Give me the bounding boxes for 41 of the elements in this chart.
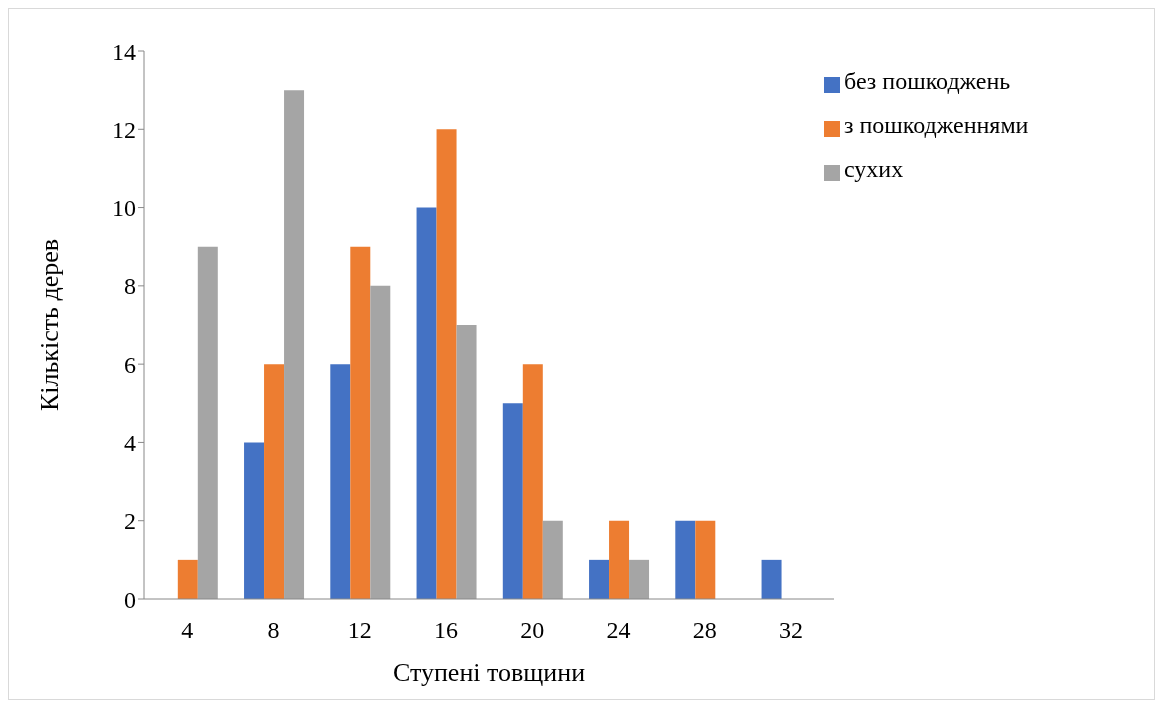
bar (284, 90, 305, 599)
y-tick-label: 8 (124, 273, 136, 300)
bar (522, 364, 543, 599)
y-tick-label: 6 (124, 351, 136, 378)
bar (244, 442, 265, 599)
bar (609, 520, 630, 599)
x-tick-label: 20 (520, 617, 545, 644)
bar (177, 559, 198, 599)
bar (416, 207, 437, 599)
y-tick-label: 4 (124, 429, 136, 456)
bar (589, 559, 610, 599)
bar (761, 559, 782, 599)
bar (629, 559, 650, 599)
y-tick-label: 14 (112, 38, 136, 65)
x-tick-label: 12 (347, 617, 372, 644)
bar (456, 325, 477, 599)
bar (370, 285, 391, 599)
y-tick-label: 2 (124, 508, 136, 535)
y-tick-label: 12 (112, 116, 136, 143)
y-tick-label: 10 (112, 195, 136, 222)
x-tick-label: 8 (267, 617, 280, 644)
bar (197, 246, 218, 599)
bar (542, 520, 563, 599)
x-tick-label: 4 (181, 617, 194, 644)
y-axis-title: Кількість дерев (35, 238, 65, 412)
bar (330, 364, 351, 599)
x-axis-title: Ступені товщини (392, 658, 586, 687)
x-tick-label: 32 (778, 617, 803, 644)
bar (436, 129, 457, 599)
x-tick-label: 28 (692, 617, 717, 644)
bar (502, 403, 523, 599)
legend-label: без пошкоджень (844, 68, 1011, 94)
legend-label: з пошкодженнями (844, 112, 1029, 138)
x-tick-label: 16 (433, 617, 458, 644)
bar (350, 246, 371, 599)
bar (695, 520, 716, 599)
bar (264, 364, 285, 599)
legend-label: сухих (844, 156, 904, 182)
x-tick-label: 24 (606, 617, 631, 644)
bar (675, 520, 696, 599)
y-tick-label: 0 (124, 586, 136, 613)
